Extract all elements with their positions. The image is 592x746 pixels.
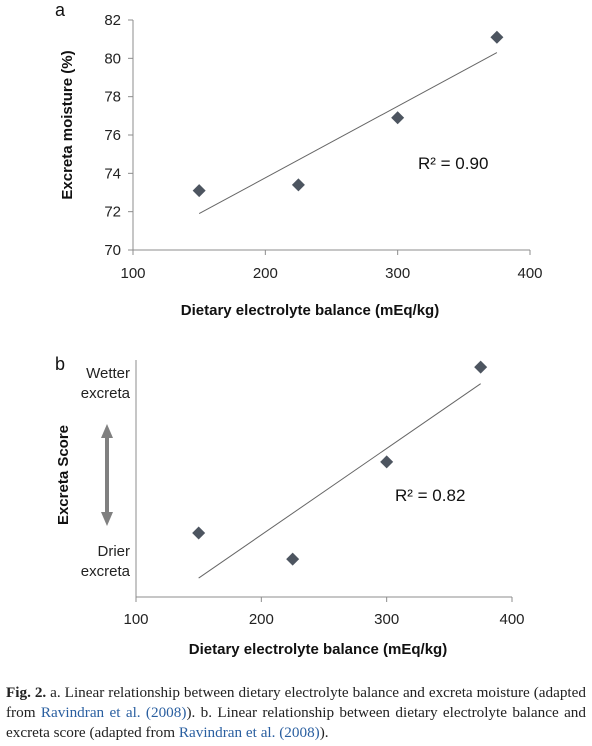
panel-b-trendline xyxy=(198,383,481,579)
panel-a-r-squared-label: R² = 0.90 xyxy=(418,154,488,173)
panel-a-y-axis-title: Excreta moisture (%) xyxy=(59,50,76,199)
panel-b-label: b xyxy=(55,354,65,374)
caption-reference-link-1[interactable]: Ravindran et al. (2008) xyxy=(40,704,187,721)
panel-a-x-tick-label: 200 xyxy=(253,265,278,282)
panel-b-x-tick-label: 300 xyxy=(374,611,399,628)
panel-a-y-tick-label: 78 xyxy=(104,89,121,106)
panel-b-x-axis-title: Dietary electrolyte balance (mEq/kg) xyxy=(189,641,447,658)
panel-a-x-tick-label: 300 xyxy=(385,265,410,282)
panel-b-y-bottom-label-line-1: Drier xyxy=(98,543,131,560)
panel-a-x-axis-title: Dietary electrolyte balance (mEq/kg) xyxy=(181,302,439,319)
caption-text-part-2: ). b. Linear relationship between dietar… xyxy=(6,704,586,741)
caption-text-part-3: ). xyxy=(319,724,329,741)
panel-b-data-point xyxy=(380,455,394,469)
panel-a-data-point xyxy=(490,30,504,44)
panel-b-wetness-arrow-down-head xyxy=(101,512,113,526)
panel-b-r-squared-label: R² = 0.82 xyxy=(395,486,465,505)
panel-a-y-tick-label: 70 xyxy=(104,242,121,259)
figure: a 70 72 74 76 78 80 82 100 200 300 400 Dietary elect… xyxy=(55,0,543,658)
panel-b-x-tick-label: 400 xyxy=(499,611,524,628)
panel-b-x-tick-label: 200 xyxy=(249,611,274,628)
panel-a-trendline xyxy=(198,52,498,215)
panel-b-y-bottom-label-line-2: excreta xyxy=(81,563,131,580)
panel-b-y-axis-title: Excreta Score xyxy=(55,425,72,525)
panel-b-y-top-label-line-1: Wetter xyxy=(86,365,130,382)
panel-a-data-point xyxy=(192,184,206,198)
panel-b-chart: b 100 200 300 400 Dietary electrolyte balance… xyxy=(55,354,525,658)
panel-b-data-point xyxy=(192,526,206,540)
panel-a-y-tick-label: 80 xyxy=(104,50,121,67)
panel-a-y-tick-label: 82 xyxy=(104,12,121,29)
panel-a-y-tick-label: 74 xyxy=(104,165,121,182)
panel-a-chart: a 70 72 74 76 78 80 82 100 200 300 400 Dietary elect… xyxy=(55,0,543,319)
panel-b-x-tick-label: 100 xyxy=(123,611,148,628)
figure-caption: Fig. 2. a. Linear relationship between d… xyxy=(6,683,586,743)
panel-a-label: a xyxy=(55,0,66,20)
panel-a-x-tick-label: 100 xyxy=(120,265,145,282)
panel-b-wetness-arrow-up-head xyxy=(101,424,113,438)
panel-a-data-point xyxy=(391,111,405,125)
panel-b-data-point xyxy=(474,360,488,374)
panel-a-data-point xyxy=(291,178,305,192)
panel-b-data-point xyxy=(286,552,300,566)
caption-figure-number: Fig. 2. xyxy=(6,684,47,701)
caption-text-part-1: a. Linear relationship between dietary e… xyxy=(6,684,586,721)
panel-a-y-tick-label: 76 xyxy=(104,127,121,144)
panel-a-x-tick-label: 400 xyxy=(517,265,542,282)
panel-a-y-tick-label: 72 xyxy=(104,204,121,221)
panel-b-y-top-label-line-2: excreta xyxy=(81,385,131,402)
caption-reference-link-2[interactable]: Ravindran et al. (2008) xyxy=(178,724,320,741)
